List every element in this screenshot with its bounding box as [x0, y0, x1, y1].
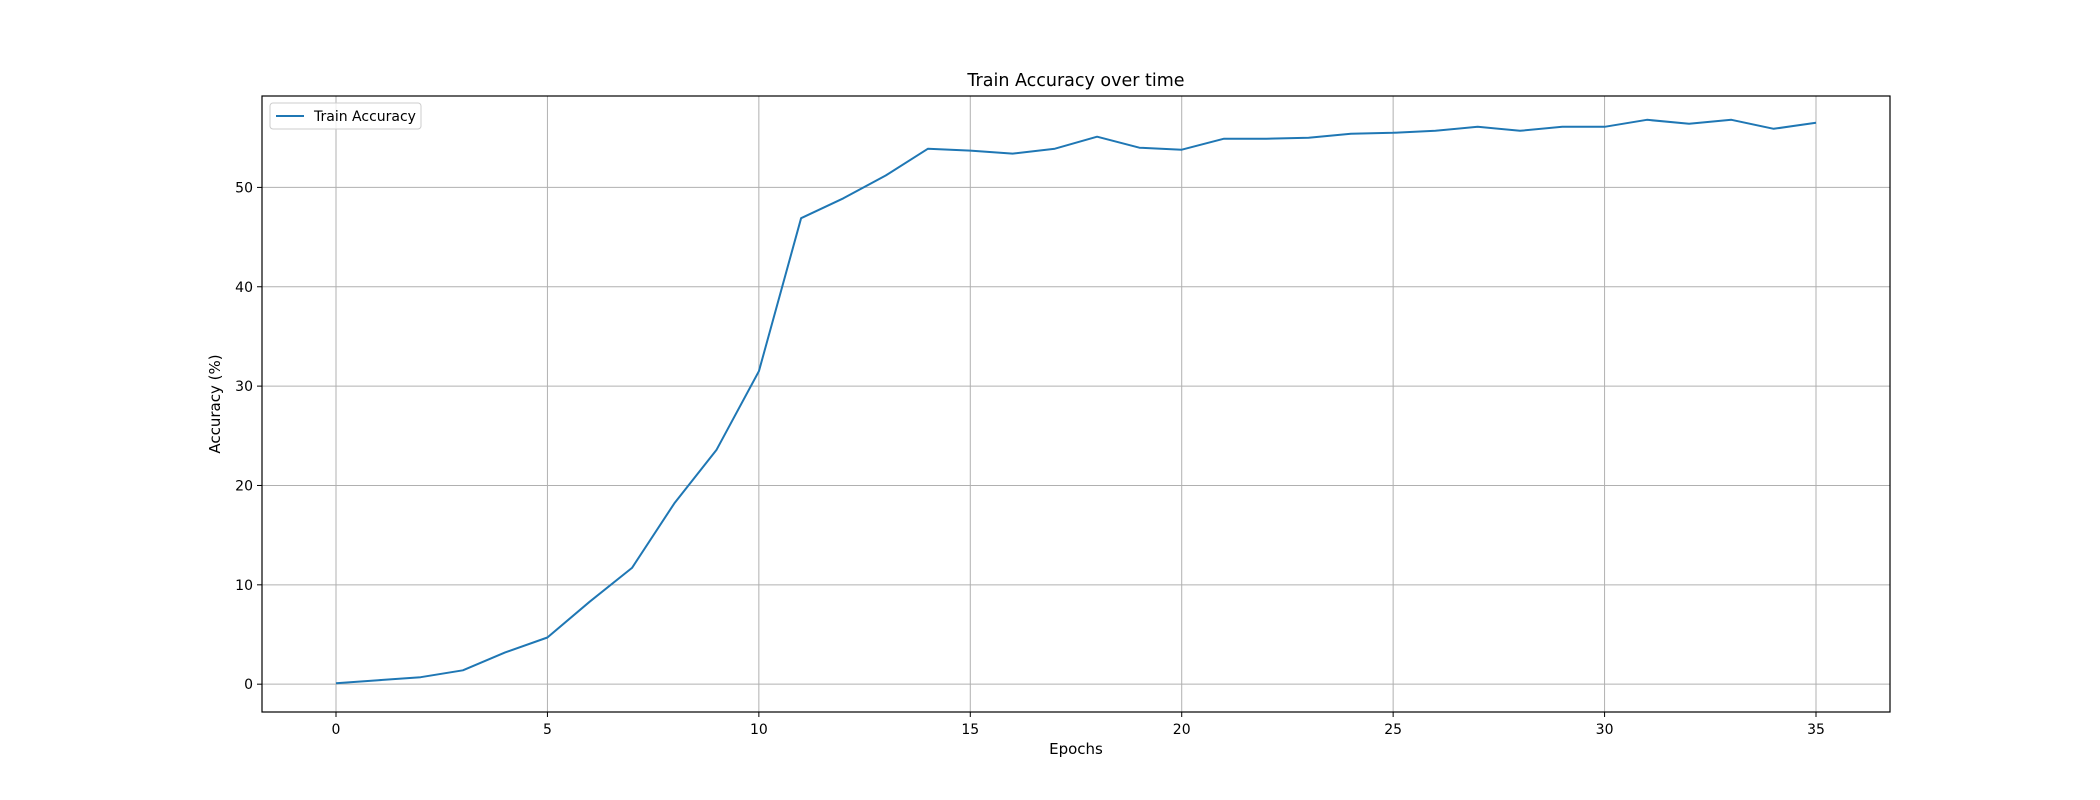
x-tick-label: 30: [1596, 722, 1614, 738]
x-tick-label: 10: [750, 722, 768, 738]
y-axis-label: Accuracy (%): [206, 354, 224, 453]
x-tick-label: 0: [332, 722, 341, 738]
y-tick-label: 20: [235, 478, 253, 494]
y-tick-label: 50: [235, 180, 253, 196]
series-layer: [335, 118, 1817, 685]
x-tick-label: 5: [543, 722, 552, 738]
legend: Train Accuracy: [269, 102, 422, 130]
x-tick-label: 20: [1173, 722, 1191, 738]
x-tick-label: 25: [1384, 722, 1402, 738]
y-tick-label: 0: [244, 677, 253, 693]
ticks: 0 5 10 15 20 25 30 35 0 10 20 30 40 50: [235, 180, 1825, 738]
x-tick-label: 15: [961, 722, 979, 738]
legend-box: [269, 102, 422, 130]
y-tick-label: 10: [235, 578, 253, 594]
y-tick-label: 40: [235, 280, 253, 296]
plot-frame: [261, 95, 1891, 713]
x-axis-label: Epochs: [1049, 740, 1103, 758]
series-line-train-accuracy: [335, 118, 1817, 685]
chart-title: Train Accuracy over time: [966, 71, 1184, 91]
x-tick-label: 35: [1807, 722, 1825, 738]
y-tick-label: 30: [235, 379, 253, 395]
grid: [262, 96, 1890, 712]
legend-label-train-accuracy: Train Accuracy: [313, 109, 416, 125]
